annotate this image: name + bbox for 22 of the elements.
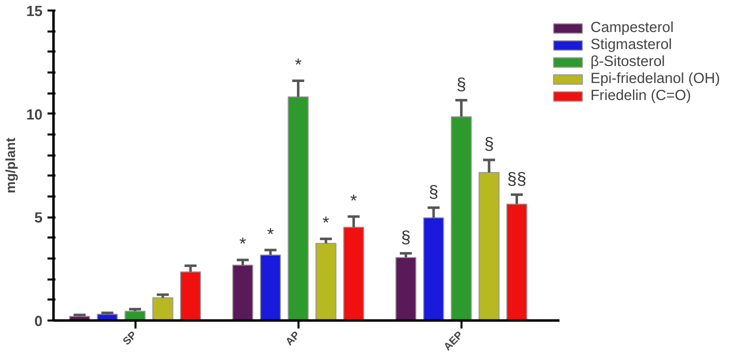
y-tick-label: 15	[26, 4, 43, 20]
data-label: §	[484, 134, 494, 154]
data-label: *	[294, 54, 302, 75]
x-tick-label: AP	[283, 329, 302, 348]
data-label: §	[401, 227, 411, 248]
data-label: §	[456, 74, 466, 94]
legend-label: Epi-friedelanol (OH)	[590, 71, 720, 87]
data-label: *	[322, 212, 330, 233]
y-axis-title: mg/plant	[3, 137, 18, 194]
x-tick-label: SP	[120, 329, 140, 348]
data-label: *	[239, 234, 246, 254]
legend-label: Friedelin (C=O)	[590, 88, 692, 104]
y-tick-label: 5	[34, 210, 43, 227]
legend-label: Campesterol	[590, 20, 674, 36]
data-label: *	[350, 190, 358, 210]
legend-label: β-Sitosterol	[590, 54, 665, 70]
y-tick-label: 0	[34, 314, 43, 330]
data-label: §	[428, 181, 438, 202]
data-label: §§	[507, 168, 526, 188]
y-tick-label: 10	[26, 107, 43, 124]
data-label: *	[267, 224, 274, 244]
legend-label: Stigmasterol	[590, 37, 672, 53]
